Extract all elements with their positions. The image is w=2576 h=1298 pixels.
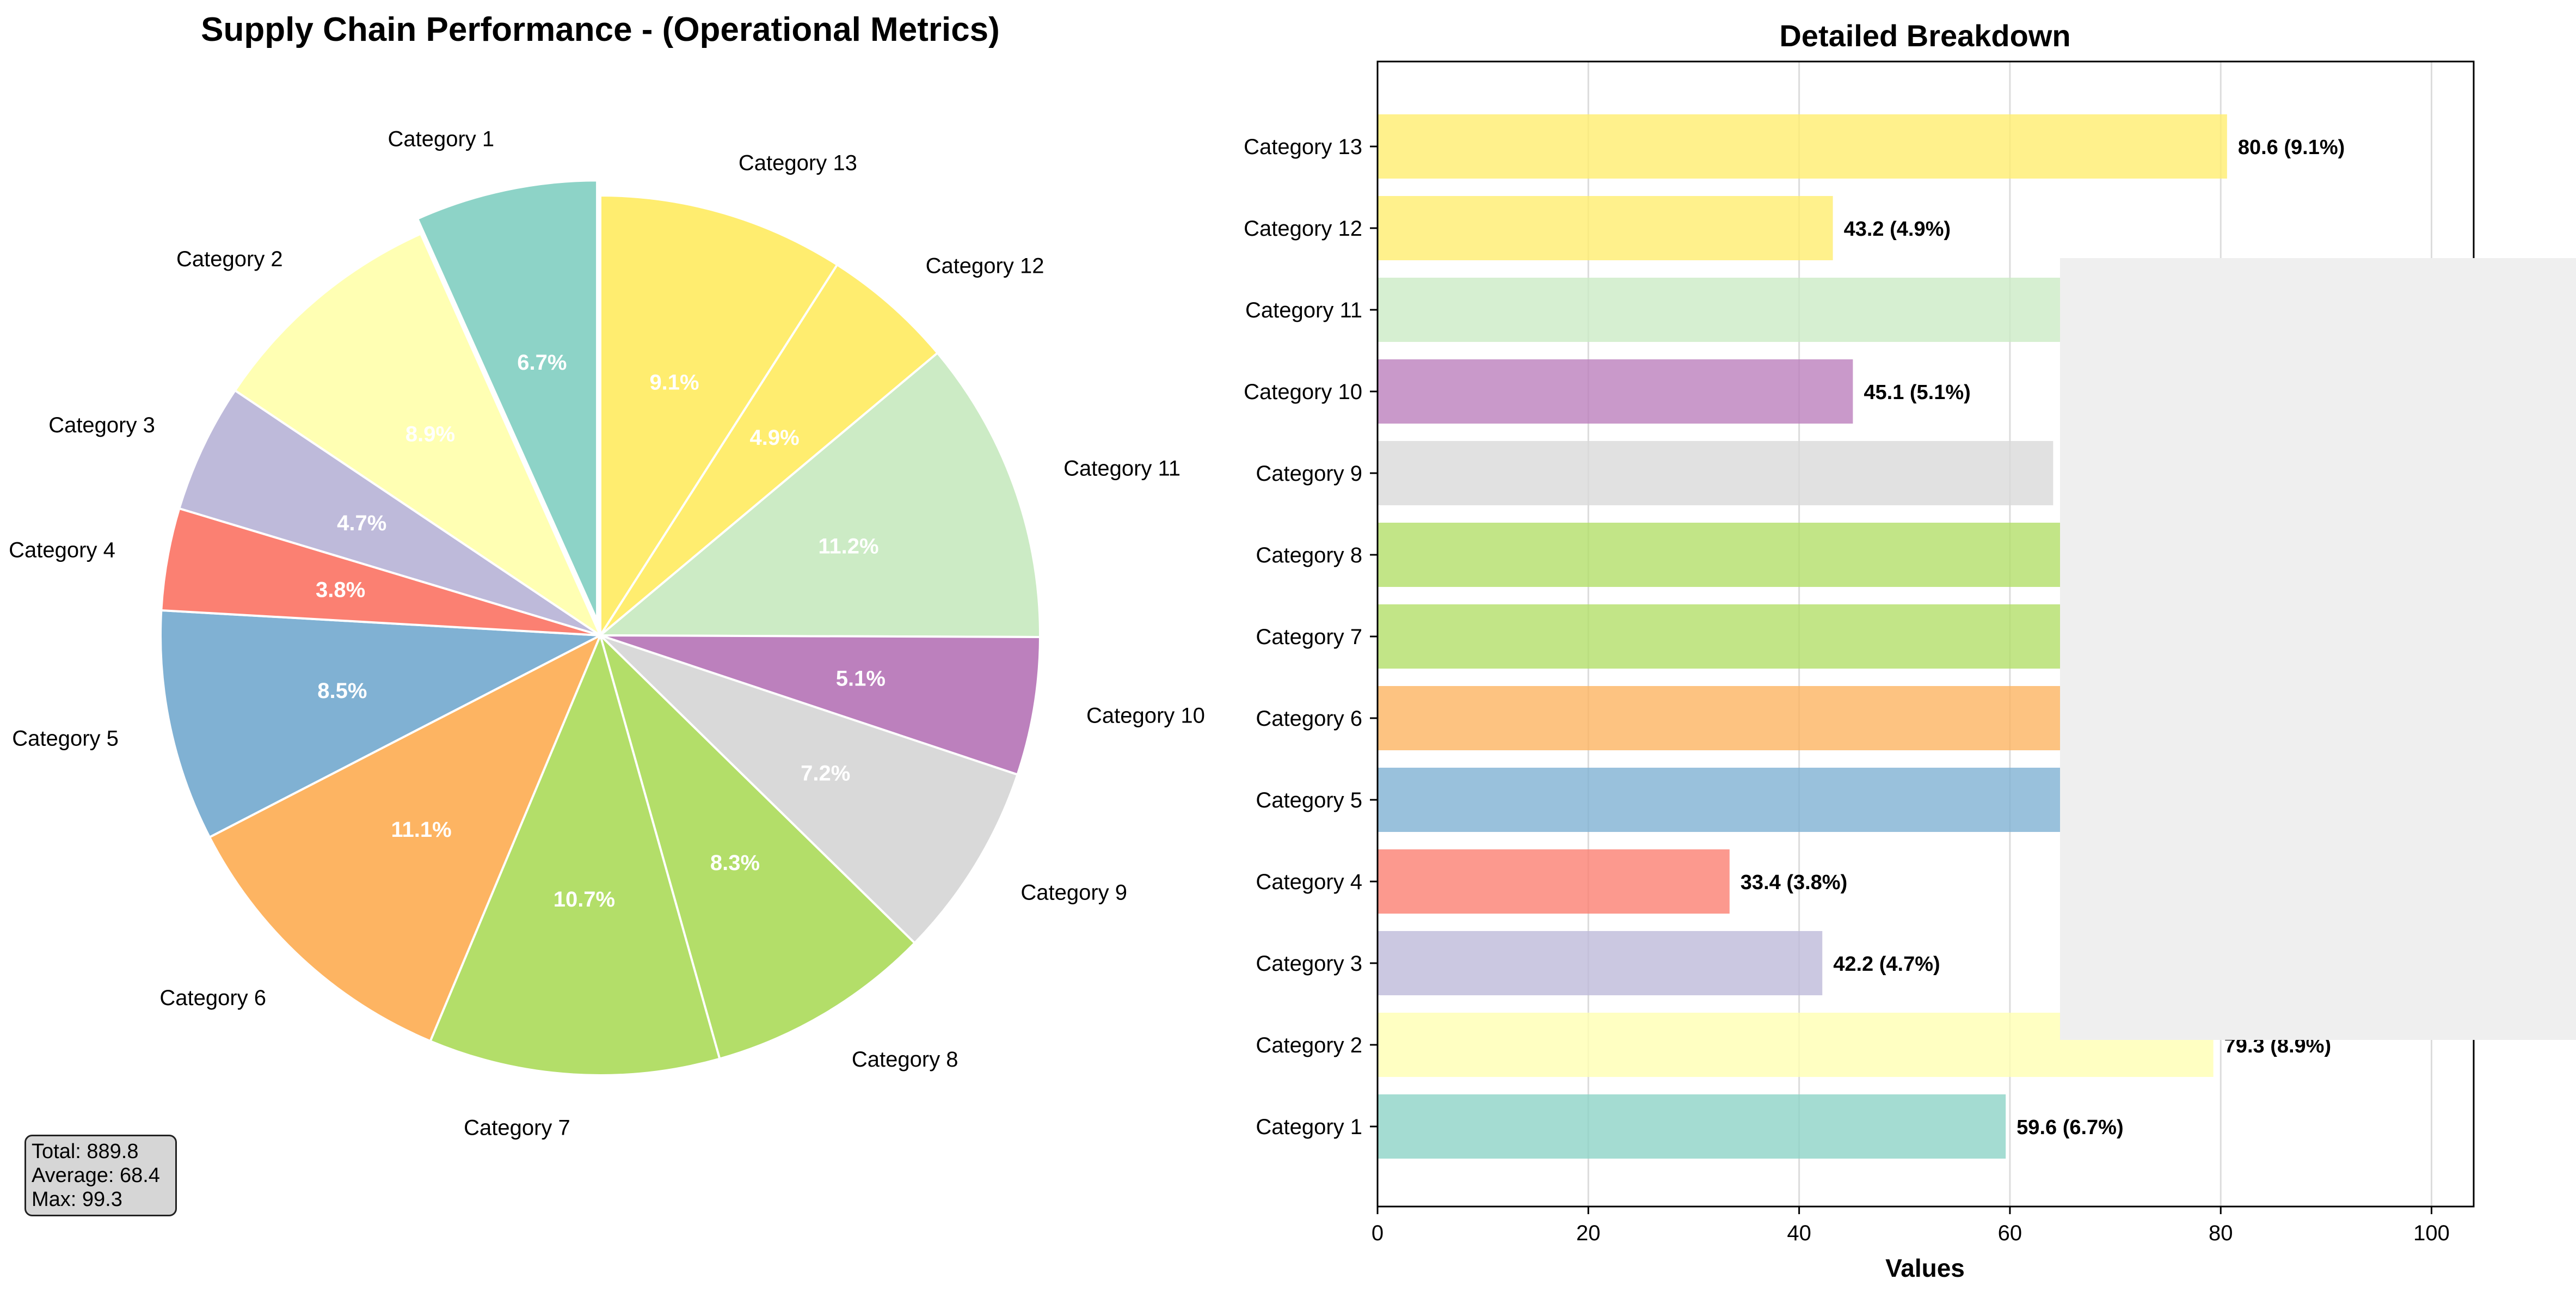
y-tick-label-6: Category 6 <box>1256 707 1362 731</box>
bar-4 <box>1378 849 1730 914</box>
pie-category-label-7: Category 7 <box>464 1116 570 1140</box>
pie-category-label-5: Category 5 <box>12 726 119 750</box>
pie-category-label-3: Category 3 <box>48 413 155 437</box>
pie-slice-1 <box>416 179 599 621</box>
pie-category-label-12: Category 12 <box>926 254 1044 278</box>
y-tick-label-10: Category 10 <box>1244 380 1362 404</box>
pie-slice-7 <box>428 632 721 1076</box>
pie-percent-label-3: 4.7% <box>337 511 386 535</box>
summary-stats-box: Total: 889.8 Average: 68.4 Max: 99.3 <box>24 1135 177 1216</box>
bar-chart-axes: 0 20 40 60 80 100 Category 1 Category 2 Category… <box>1244 135 2450 1245</box>
x-tick-label-20: 20 <box>1576 1221 1601 1245</box>
y-tick-label-13: Category 13 <box>1244 135 1362 159</box>
pie-percent-label-10: 5.1% <box>836 667 886 691</box>
pie-percent-label-12: 4.9% <box>750 426 800 450</box>
pie-chart: 9.1% Category 13 4.9% Category 12 11.2% Categ… <box>9 127 1205 1140</box>
y-tick-label-4: Category 4 <box>1256 870 1362 894</box>
bar-1 <box>1378 1094 2006 1159</box>
pie-category-label-13: Category 13 <box>739 151 857 175</box>
pie-slice-5 <box>159 609 605 839</box>
pie-percent-label-11: 11.2% <box>818 534 878 558</box>
pie-category-label-9: Category 9 <box>1020 881 1127 905</box>
pie-percent-label-2: 8.9% <box>405 422 455 446</box>
y-tick-label-8: Category 8 <box>1256 543 1362 567</box>
bar-9 <box>1378 441 2054 505</box>
bar-8 <box>1378 523 2157 587</box>
bar-5 <box>1378 768 2175 832</box>
pie-percent-label-1: 6.7% <box>517 351 567 375</box>
pie-slice-6 <box>208 633 602 1043</box>
blank-overlay-panel <box>2060 258 2576 1040</box>
y-tick-label-1: Category 1 <box>1256 1115 1362 1139</box>
bar-3 <box>1378 931 1823 995</box>
pie-category-label-8: Category 8 <box>852 1048 958 1072</box>
x-tick-label-80: 80 <box>2209 1221 2233 1245</box>
pie-percent-label-9: 7.2% <box>801 762 850 786</box>
pie-percent-label-7: 10.7% <box>554 887 615 911</box>
pie-percent-label-6: 11.1% <box>391 818 451 842</box>
stats-total: Total: 889.8 <box>32 1140 139 1163</box>
pie-slice-9 <box>599 634 1019 945</box>
pie-category-label-11: Category 11 <box>1063 457 1181 481</box>
stats-max: Max: 99.3 <box>32 1188 122 1211</box>
pie-slice-4 <box>160 507 601 636</box>
x-tick-label-0: 0 <box>1372 1221 1384 1245</box>
bar-value-label-1: 59.6 (6.7%) <box>2016 1116 2123 1139</box>
x-tick-label-100: 100 <box>2413 1221 2450 1245</box>
y-tick-label-12: Category 12 <box>1244 217 1362 241</box>
x-axis-label: Values <box>1885 1254 1965 1282</box>
pie-slice-3 <box>177 389 601 636</box>
pie-category-label-2: Category 2 <box>176 247 283 271</box>
pie-slice-8 <box>598 632 917 1061</box>
pie-category-label-1: Category 1 <box>388 127 495 151</box>
stats-average: Average: 68.4 <box>32 1164 160 1187</box>
bar-value-label-13: 80.6 (9.1%) <box>2238 136 2345 159</box>
pie-percent-label-8: 8.3% <box>710 851 760 875</box>
pie-category-label-6: Category 6 <box>159 986 266 1010</box>
pie-category-label-10: Category 10 <box>1086 704 1205 728</box>
pie-slice-10 <box>600 634 1041 776</box>
x-tick-label-40: 40 <box>1787 1221 1811 1245</box>
x-tick-label-60: 60 <box>1998 1221 2022 1245</box>
y-tick-label-5: Category 5 <box>1256 788 1362 812</box>
pie-percent-label-4: 3.8% <box>316 578 365 602</box>
bar-12 <box>1378 196 1833 260</box>
bar-13 <box>1378 114 2227 179</box>
pie-slice-13 <box>599 194 839 639</box>
y-tick-label-11: Category 11 <box>1245 298 1362 322</box>
y-tick-label-7: Category 7 <box>1256 625 1362 649</box>
pie-slice-12 <box>599 263 939 636</box>
bar-10 <box>1378 359 1853 424</box>
bar-value-label-4: 33.4 (3.8%) <box>1741 871 1847 894</box>
y-tick-label-3: Category 3 <box>1256 952 1362 976</box>
pie-slice-11 <box>597 351 1041 638</box>
pie-slice-2 <box>233 232 603 639</box>
bar-value-label-3: 42.2 (4.7%) <box>1833 953 1940 976</box>
bar-value-label-10: 45.1 (5.1%) <box>1864 381 1970 404</box>
y-tick-label-9: Category 9 <box>1256 462 1362 486</box>
pie-percent-label-13: 9.1% <box>649 371 699 395</box>
bar-chart-title: Detailed Breakdown <box>1779 19 2070 53</box>
pie-chart-title: Supply Chain Performance - (Operational … <box>201 11 1000 48</box>
pie-category-label-4: Category 4 <box>9 538 115 562</box>
y-tick-label-2: Category 2 <box>1256 1033 1362 1057</box>
pie-percent-label-5: 8.5% <box>317 679 367 703</box>
bar-value-label-12: 43.2 (4.9%) <box>1844 218 1951 241</box>
